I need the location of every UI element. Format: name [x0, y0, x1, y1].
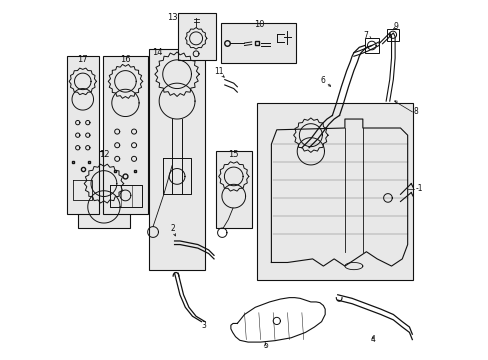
Bar: [102, 56, 147, 214]
Text: 4: 4: [370, 335, 375, 344]
Text: 14: 14: [152, 48, 163, 57]
Text: 13: 13: [166, 13, 177, 22]
Text: 12: 12: [99, 150, 109, 159]
Bar: [386, 29, 399, 41]
Text: 3: 3: [202, 321, 206, 330]
Bar: [364, 39, 378, 53]
Bar: [149, 49, 204, 270]
Bar: [78, 151, 129, 228]
Bar: [215, 151, 251, 228]
Bar: [257, 103, 412, 280]
Text: 6: 6: [320, 76, 325, 85]
Text: 7: 7: [363, 31, 367, 40]
Bar: [67, 56, 99, 214]
Text: 9: 9: [392, 22, 397, 31]
Text: 15: 15: [228, 150, 239, 159]
Text: -1: -1: [415, 184, 423, 193]
Text: 10: 10: [253, 20, 264, 29]
Text: 16: 16: [120, 55, 130, 64]
Bar: [178, 13, 215, 60]
Text: 8: 8: [413, 107, 418, 116]
Bar: [221, 23, 296, 63]
Text: 2: 2: [170, 224, 175, 233]
Text: 5: 5: [263, 341, 267, 350]
Text: 11: 11: [213, 67, 223, 76]
Text: 17: 17: [77, 55, 88, 64]
